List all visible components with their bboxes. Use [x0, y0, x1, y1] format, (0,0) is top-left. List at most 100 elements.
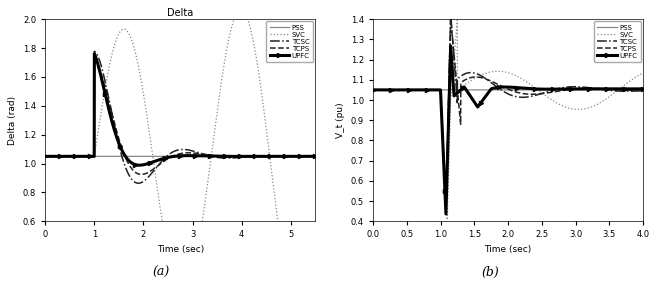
UPFC [303, 155, 311, 158]
TCSC [41, 155, 49, 158]
TCSC [447, 12, 455, 15]
PSS [582, 88, 590, 92]
SVC [582, 107, 590, 110]
PSS [311, 155, 319, 158]
PSS [494, 88, 501, 92]
SVC [55, 155, 63, 158]
TCPS [303, 155, 311, 158]
TCPS [55, 155, 63, 158]
UPFC [90, 52, 98, 55]
UPFC [254, 155, 262, 158]
PSS [303, 155, 311, 158]
TCPS [173, 153, 181, 156]
SVC [254, 67, 262, 70]
TCPS [369, 88, 377, 92]
Legend: PSS, SVC, TCSC, TCPS, UPFC: PSS, SVC, TCSC, TCPS, UPFC [266, 21, 313, 62]
TCSC [639, 89, 647, 92]
TCPS [138, 173, 145, 176]
TCSC [311, 155, 319, 158]
TCSC [442, 208, 450, 212]
Y-axis label: V_t (pu): V_t (pu) [336, 102, 345, 138]
UPFC [173, 155, 181, 158]
TCSC [501, 90, 509, 94]
Line: SVC: SVC [45, 10, 315, 282]
TCPS [442, 200, 450, 203]
TCSC [90, 50, 98, 53]
X-axis label: Time (sec): Time (sec) [484, 245, 532, 254]
TCSC [494, 86, 501, 89]
Text: (b): (b) [482, 266, 499, 279]
PSS [631, 88, 639, 92]
SVC [501, 70, 509, 74]
TCSC [304, 155, 312, 158]
PSS [172, 155, 180, 158]
PSS [383, 88, 391, 92]
TCSC [582, 86, 590, 89]
Legend: PSS, SVC, TCSC, TCPS, UPFC: PSS, SVC, TCSC, TCPS, UPFC [594, 21, 641, 62]
Title: Delta: Delta [167, 8, 193, 18]
UPFC [447, 44, 455, 48]
PSS [41, 155, 49, 158]
Text: (a): (a) [153, 266, 170, 279]
TCPS [304, 155, 312, 158]
PSS [500, 88, 508, 92]
TCPS [254, 155, 262, 158]
TCSC [55, 155, 63, 158]
TCSC [383, 88, 391, 92]
UPFC [304, 155, 312, 158]
UPFC [369, 88, 377, 92]
TCSC [369, 88, 377, 92]
PSS [303, 155, 311, 158]
SVC [639, 71, 647, 75]
SVC [311, 257, 319, 261]
TCPS [166, 156, 174, 159]
PSS [55, 155, 63, 158]
SVC [632, 76, 640, 79]
TCPS [501, 86, 509, 89]
UPFC [639, 87, 647, 91]
UPFC [494, 86, 501, 89]
SVC [443, 218, 451, 222]
TCSC [173, 149, 181, 152]
TCSC [254, 155, 262, 158]
Line: TCSC: TCSC [373, 14, 643, 210]
TCSC [166, 152, 174, 156]
UPFC [55, 155, 63, 158]
TCPS [494, 82, 501, 86]
Line: TCPS: TCPS [373, 19, 643, 202]
PSS [254, 155, 262, 158]
UPFC [41, 155, 49, 158]
TCSC [632, 89, 640, 93]
UPFC [383, 88, 391, 92]
PSS [639, 88, 647, 92]
PSS [165, 155, 173, 158]
UPFC [136, 164, 143, 167]
SVC [453, 19, 461, 22]
Line: UPFC: UPFC [371, 44, 645, 216]
TCPS [447, 18, 455, 21]
TCSC [303, 155, 311, 158]
X-axis label: Time (sec): Time (sec) [157, 245, 204, 254]
TCPS [632, 89, 640, 92]
SVC [237, 8, 245, 11]
TCSC [632, 89, 640, 93]
TCSC [134, 182, 142, 185]
TCPS [632, 89, 640, 92]
SVC [632, 76, 640, 79]
Line: TCSC: TCSC [45, 51, 315, 183]
SVC [494, 70, 501, 73]
TCPS [383, 88, 391, 92]
PSS [631, 88, 639, 92]
UPFC [311, 155, 319, 158]
TCPS [41, 155, 49, 158]
SVC [369, 88, 377, 92]
UPFC [582, 87, 590, 91]
Line: TCPS: TCPS [45, 64, 315, 175]
UPFC [166, 155, 174, 159]
UPFC [501, 85, 509, 89]
SVC [41, 155, 49, 158]
UPFC [632, 87, 640, 91]
Y-axis label: Delta (rad): Delta (rad) [9, 96, 17, 145]
SVC [383, 88, 391, 92]
PSS [369, 88, 377, 92]
